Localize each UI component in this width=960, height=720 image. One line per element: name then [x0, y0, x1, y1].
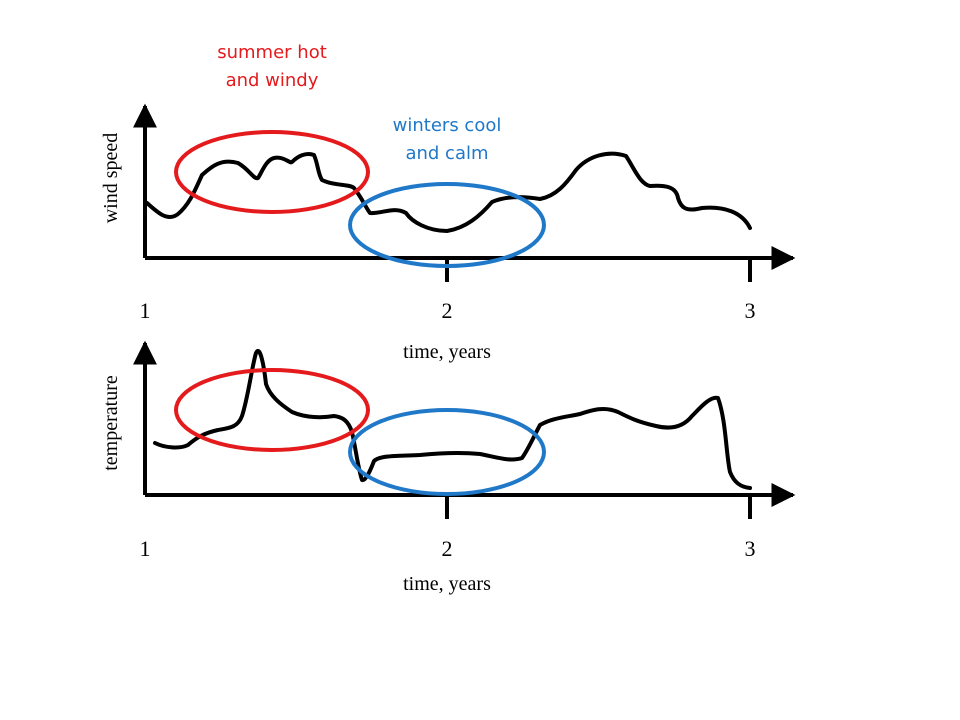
wind-winter-circle [348, 182, 546, 268]
temp-x-label: time, years [403, 573, 491, 595]
wind-y-label: wind speed [100, 133, 122, 224]
summer-annotation-line1: summer hot [217, 42, 327, 63]
wind-tick-label-2: 2 [442, 298, 453, 323]
winter-annotation-line2: and calm [405, 143, 488, 164]
wind-speed-panel: wind speed 1 2 3 time, years [100, 103, 796, 363]
summer-annotation-line2: and windy [226, 70, 319, 91]
wind-tick-label-3: 3 [745, 298, 756, 323]
winter-annotation-line1: winters cool [393, 115, 502, 136]
temperature-curve [153, 349, 752, 490]
wind-tick-label-1: 1 [140, 298, 151, 323]
temp-y-label: temperature [100, 375, 122, 471]
temp-winter-circle [348, 408, 546, 496]
temp-tick-label-2: 2 [442, 536, 453, 561]
wind-summer-circle [174, 130, 370, 214]
temp-tick-label-3: 3 [745, 536, 756, 561]
temperature-panel: temperature 1 2 3 time, years [100, 340, 796, 595]
wind-x-label: time, years [403, 341, 491, 363]
temp-tick-label-1: 1 [140, 536, 151, 561]
wind-speed-curve [145, 151, 752, 233]
temp-summer-circle [174, 368, 370, 452]
